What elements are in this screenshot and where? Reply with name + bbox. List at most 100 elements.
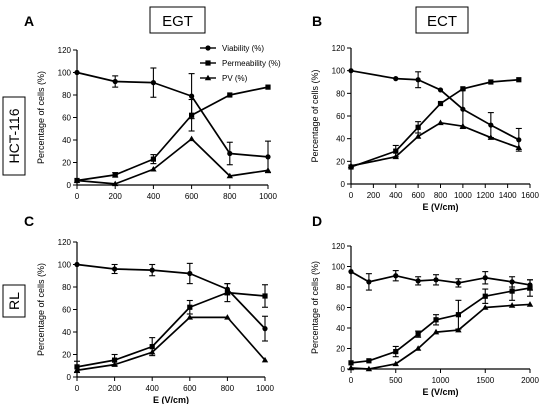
data-point bbox=[459, 122, 467, 129]
data-point bbox=[415, 331, 421, 337]
data-point bbox=[515, 144, 523, 151]
y-tick-label: 100 bbox=[332, 263, 346, 272]
row-label-hct116-text: HCT-116 bbox=[6, 108, 22, 163]
data-point bbox=[393, 273, 399, 279]
data-point bbox=[112, 357, 118, 363]
data-point bbox=[264, 167, 272, 173]
series-square bbox=[348, 279, 533, 366]
y-tick-label: 120 bbox=[58, 238, 72, 247]
data-point bbox=[516, 77, 522, 83]
data-point bbox=[112, 78, 118, 85]
chart-panel-d: 0 20 40 60 80 100 120 0 500 1000 1500 2000 Percentag… bbox=[310, 242, 539, 397]
data-point bbox=[73, 177, 81, 183]
data-point bbox=[432, 328, 440, 335]
row-label-rl: RL bbox=[2, 284, 26, 318]
data-point bbox=[188, 135, 195, 142]
y-tick-label: 20 bbox=[336, 345, 345, 354]
data-point bbox=[265, 84, 271, 90]
data-point bbox=[348, 269, 354, 275]
data-point bbox=[189, 112, 195, 118]
data-point bbox=[74, 261, 80, 268]
y-tick-label: 60 bbox=[62, 306, 71, 315]
data-point bbox=[150, 80, 156, 86]
x-tick-label: 0 bbox=[349, 191, 354, 200]
column-header-egt: EGT bbox=[149, 6, 206, 34]
data-point bbox=[224, 290, 230, 296]
y-tick-label: 60 bbox=[336, 112, 345, 121]
y-tick-label: 120 bbox=[332, 44, 346, 53]
data-point bbox=[227, 92, 233, 98]
data-point bbox=[433, 317, 439, 323]
data-point bbox=[366, 358, 372, 364]
legend: Viability (%) Permeability (%) PV (%) bbox=[200, 44, 281, 83]
data-point bbox=[415, 77, 421, 83]
series-triangle bbox=[73, 135, 272, 187]
x-tick-label: 0 bbox=[75, 192, 80, 201]
data-point bbox=[149, 344, 155, 350]
data-point bbox=[74, 69, 80, 76]
column-header-egt-label: EGT bbox=[162, 13, 193, 30]
x-tick-label: 1000 bbox=[259, 192, 277, 201]
data-point bbox=[112, 180, 119, 187]
series-line bbox=[76, 138, 269, 185]
y-tick-label: 20 bbox=[62, 351, 71, 360]
series-line bbox=[76, 263, 266, 330]
series-line bbox=[350, 287, 531, 364]
data-point bbox=[455, 280, 461, 286]
data-point bbox=[265, 154, 271, 160]
x-tick-label: 0 bbox=[349, 376, 354, 385]
x-axis-label: E (V/cm) bbox=[422, 202, 458, 212]
x-tick-label: 800 bbox=[434, 191, 448, 200]
data-point bbox=[261, 356, 269, 363]
series-line bbox=[76, 86, 269, 182]
data-point bbox=[112, 266, 118, 272]
x-tick-label: 400 bbox=[389, 191, 403, 200]
series-line bbox=[76, 316, 266, 372]
chart-panel-c: 0 20 40 60 80 100 120 0 200 400 600 800 1000 Percenta… bbox=[36, 238, 274, 404]
x-tick-label: 1600 bbox=[521, 191, 539, 200]
y-tick-label: 120 bbox=[58, 46, 72, 55]
x-tick-label: 500 bbox=[389, 376, 403, 385]
x-tick-label: 200 bbox=[367, 191, 381, 200]
data-point bbox=[187, 304, 193, 310]
data-point bbox=[112, 172, 118, 178]
series-line bbox=[350, 121, 520, 167]
y-tick-label: 0 bbox=[341, 365, 346, 374]
panel-letter-a: A bbox=[24, 13, 34, 29]
data-point bbox=[482, 275, 488, 281]
y-tick-label: 40 bbox=[336, 135, 345, 144]
x-tick-label: 1000 bbox=[256, 384, 274, 393]
x-tick-label: 800 bbox=[223, 192, 237, 201]
series-circle bbox=[348, 269, 533, 291]
y-tick-label: 100 bbox=[58, 261, 72, 270]
data-point bbox=[224, 314, 231, 320]
series-line bbox=[350, 270, 531, 286]
data-point bbox=[414, 345, 422, 351]
data-point bbox=[189, 93, 195, 99]
y-tick-label: 40 bbox=[62, 328, 71, 337]
data-point bbox=[437, 100, 444, 107]
data-point bbox=[392, 153, 399, 160]
y-axis-label: Percentage of cells (%) bbox=[36, 263, 46, 356]
panel-letter-b: B bbox=[312, 13, 322, 29]
x-tick-label: 200 bbox=[109, 192, 123, 201]
x-tick-label: 600 bbox=[183, 384, 197, 393]
y-tick-label: 100 bbox=[58, 69, 72, 78]
series-circle bbox=[74, 261, 268, 342]
data-point bbox=[415, 124, 421, 130]
x-tick-label: 1000 bbox=[432, 376, 450, 385]
data-point bbox=[365, 365, 373, 372]
data-point bbox=[433, 277, 439, 283]
chart-panel-a: 0 20 40 60 80 100 120 0 200 400 600 800 1000 Percenta… bbox=[36, 44, 281, 201]
y-tick-label: 40 bbox=[336, 324, 345, 333]
data-point bbox=[149, 267, 155, 273]
y-tick-label: 80 bbox=[62, 91, 71, 100]
panel-letter-d: D bbox=[312, 213, 322, 229]
series-line bbox=[350, 78, 519, 168]
data-point bbox=[348, 68, 354, 74]
y-tick-label: 60 bbox=[336, 304, 345, 313]
data-point bbox=[74, 364, 80, 370]
panel-letter-c: C bbox=[24, 213, 34, 229]
data-point bbox=[226, 172, 233, 179]
